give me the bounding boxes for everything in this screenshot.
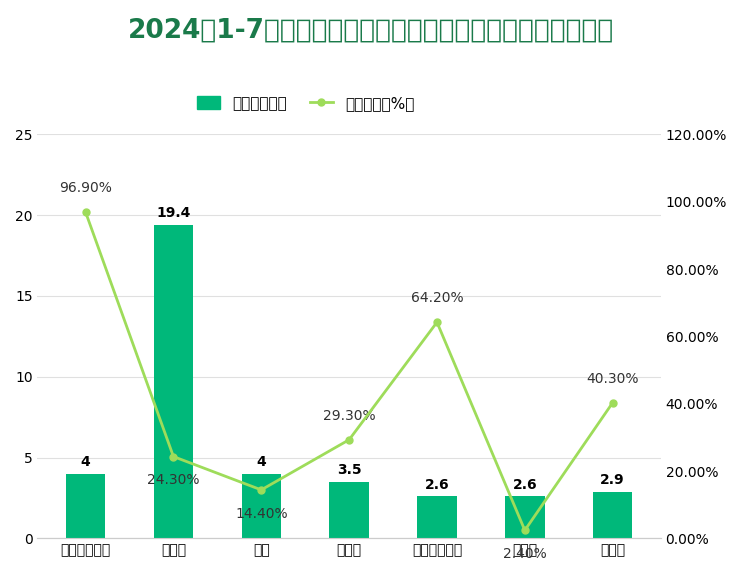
Text: 2.6: 2.6: [513, 478, 537, 492]
Text: 3.5: 3.5: [337, 463, 361, 477]
Text: 64.20%: 64.20%: [410, 291, 463, 305]
Text: 2024年1-7月甘肃省出口风电装备、农产品、化学品完成情况: 2024年1-7月甘肃省出口风电装备、农产品、化学品完成情况: [128, 17, 614, 43]
Text: 2.9: 2.9: [600, 473, 625, 486]
Bar: [66, 474, 105, 538]
Text: 4: 4: [81, 455, 91, 469]
Bar: [241, 474, 281, 538]
Text: 96.90%: 96.90%: [59, 181, 112, 195]
Text: 19.4: 19.4: [157, 206, 191, 220]
Text: 29.30%: 29.30%: [323, 409, 375, 423]
Bar: [329, 482, 369, 538]
Bar: [154, 225, 193, 538]
Bar: [417, 496, 457, 538]
Text: 14.40%: 14.40%: [235, 507, 288, 520]
Text: 4: 4: [257, 455, 266, 469]
Bar: [505, 496, 545, 538]
Text: 24.30%: 24.30%: [147, 473, 200, 488]
Bar: [593, 492, 632, 538]
Text: 40.30%: 40.30%: [586, 372, 639, 386]
Text: 2.40%: 2.40%: [503, 547, 547, 561]
Legend: 出口（亿元）, 同比增长（%）: 出口（亿元）, 同比增长（%）: [191, 89, 420, 117]
Text: 2.6: 2.6: [424, 478, 450, 492]
